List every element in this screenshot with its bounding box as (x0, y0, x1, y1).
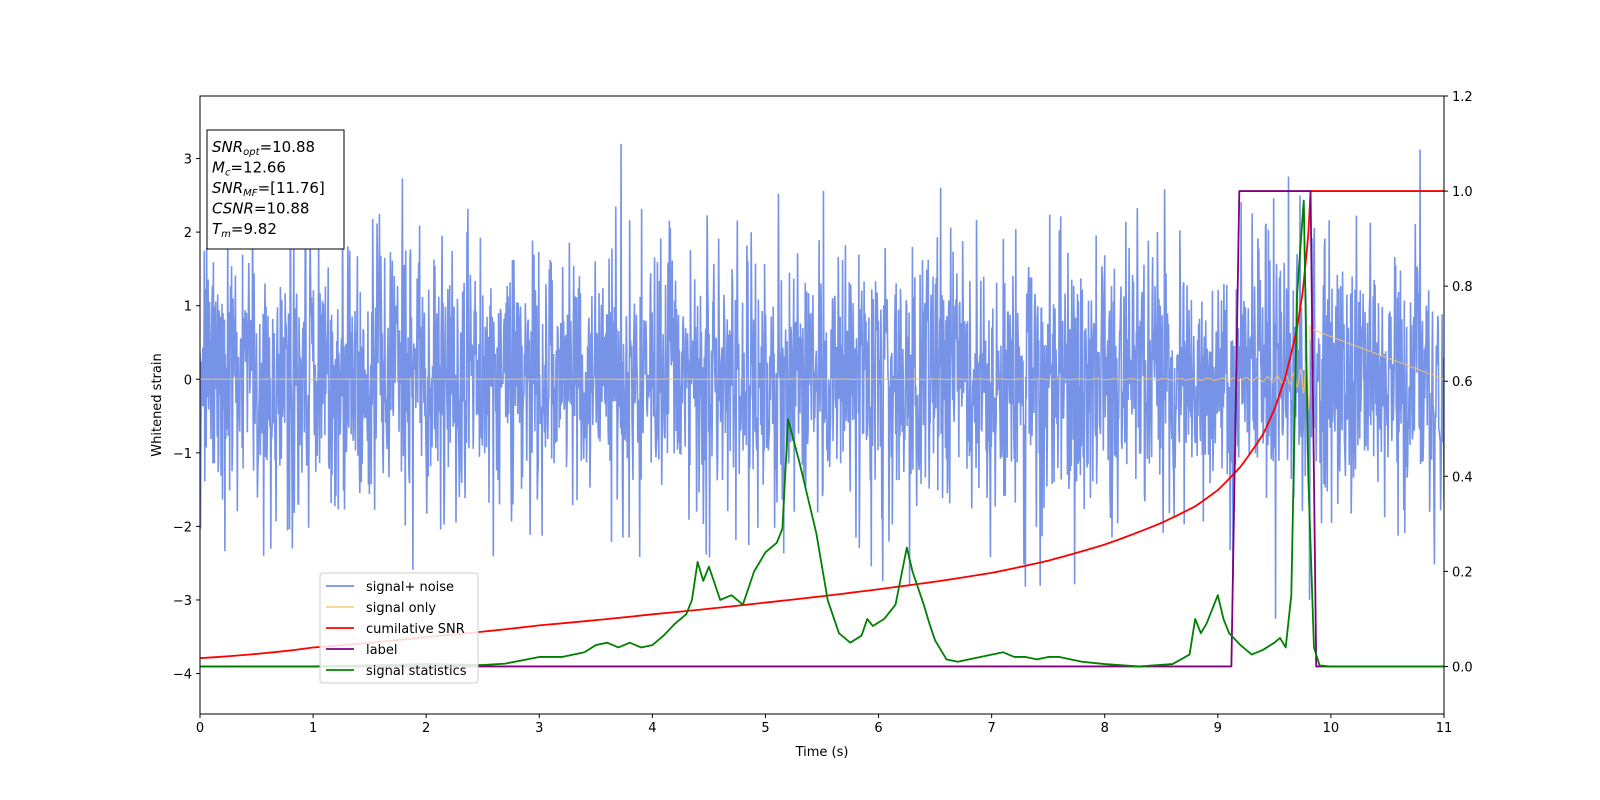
info-box-line: SNRopt=10.88 (212, 138, 315, 158)
y-left-tick-label: −2 (173, 520, 192, 535)
info-box-line: SNRMF=[11.76] (212, 179, 325, 199)
legend: signal+ noise signal only cumilative SNR la… (319, 572, 479, 684)
y-left-axis-ticks: −4 −3 −2 −1 0 1 2 3 (173, 153, 200, 683)
x-tick-label: 0 (196, 721, 204, 736)
y-right-axis-ticks: 0.0 0.2 0.4 0.6 0.8 1.0 1.2 (1444, 90, 1473, 675)
x-tick-label: 10 (1323, 721, 1340, 736)
y-right-tick-label: 0.4 (1452, 470, 1473, 485)
info-box: SNRopt=10.88Mc=12.66SNRMF=[11.76]CSNR=10… (206, 129, 345, 250)
x-tick-label: 3 (535, 721, 543, 736)
y-right-tick-label: 0.0 (1452, 660, 1473, 675)
x-axis-ticks: 0 1 2 3 4 5 6 7 8 9 10 11 (196, 714, 1452, 736)
legend-label: label (366, 643, 397, 658)
y-left-tick-label: 2 (184, 226, 192, 241)
y-right-tick-label: 1.0 (1452, 185, 1473, 200)
plot-frame (199, 95, 1445, 715)
info-box-line: Mc=12.66 (212, 159, 286, 179)
y-right-tick-label: 1.2 (1452, 90, 1473, 105)
legend-label: signal statistics (366, 664, 467, 679)
legend-frame (319, 572, 479, 684)
y-left-tick-label: −1 (173, 447, 192, 462)
series-signal-noise (200, 143, 1444, 619)
y-axis-label: Whitened strain (150, 353, 165, 456)
series-line (200, 190, 1444, 660)
info-box-frame (206, 129, 345, 250)
legend-label: cumilative SNR (366, 622, 465, 637)
y-left-tick-label: −3 (173, 594, 192, 609)
y-right-tick-label: 0.2 (1452, 565, 1473, 580)
y-left-tick-label: 1 (184, 300, 192, 315)
series-cumilative-snr (200, 190, 1444, 660)
y-left-tick-label: 0 (184, 373, 192, 388)
series-line (200, 325, 1444, 410)
x-tick-label: 9 (1214, 721, 1222, 736)
x-tick-label: 8 (1101, 721, 1109, 736)
x-tick-label: 5 (761, 721, 769, 736)
legend-label: signal only (366, 601, 436, 616)
info-box-line: CSNR=10.88 (212, 200, 309, 218)
y-right-tick-label: 0.6 (1452, 375, 1473, 390)
x-tick-label: 11 (1436, 721, 1453, 736)
y-left-tick-label: 3 (184, 153, 192, 168)
y-left-tick-label: −4 (173, 668, 192, 683)
x-tick-label: 4 (648, 721, 656, 736)
legend-label: signal+ noise (366, 580, 454, 595)
x-tick-label: 7 (987, 721, 995, 736)
series-line (200, 143, 1444, 619)
x-tick-label: 1 (309, 721, 317, 736)
x-tick-label: 6 (874, 721, 882, 736)
series-signal-statistics (200, 199, 1444, 668)
x-axis-label: Time (s) (795, 745, 849, 760)
x-tick-label: 2 (422, 721, 430, 736)
series-layer (200, 143, 1444, 668)
series-signal-only (200, 325, 1444, 410)
info-box-line: Tm=9.82 (212, 220, 277, 240)
series-line (200, 199, 1444, 668)
y-right-tick-label: 0.8 (1452, 280, 1473, 295)
